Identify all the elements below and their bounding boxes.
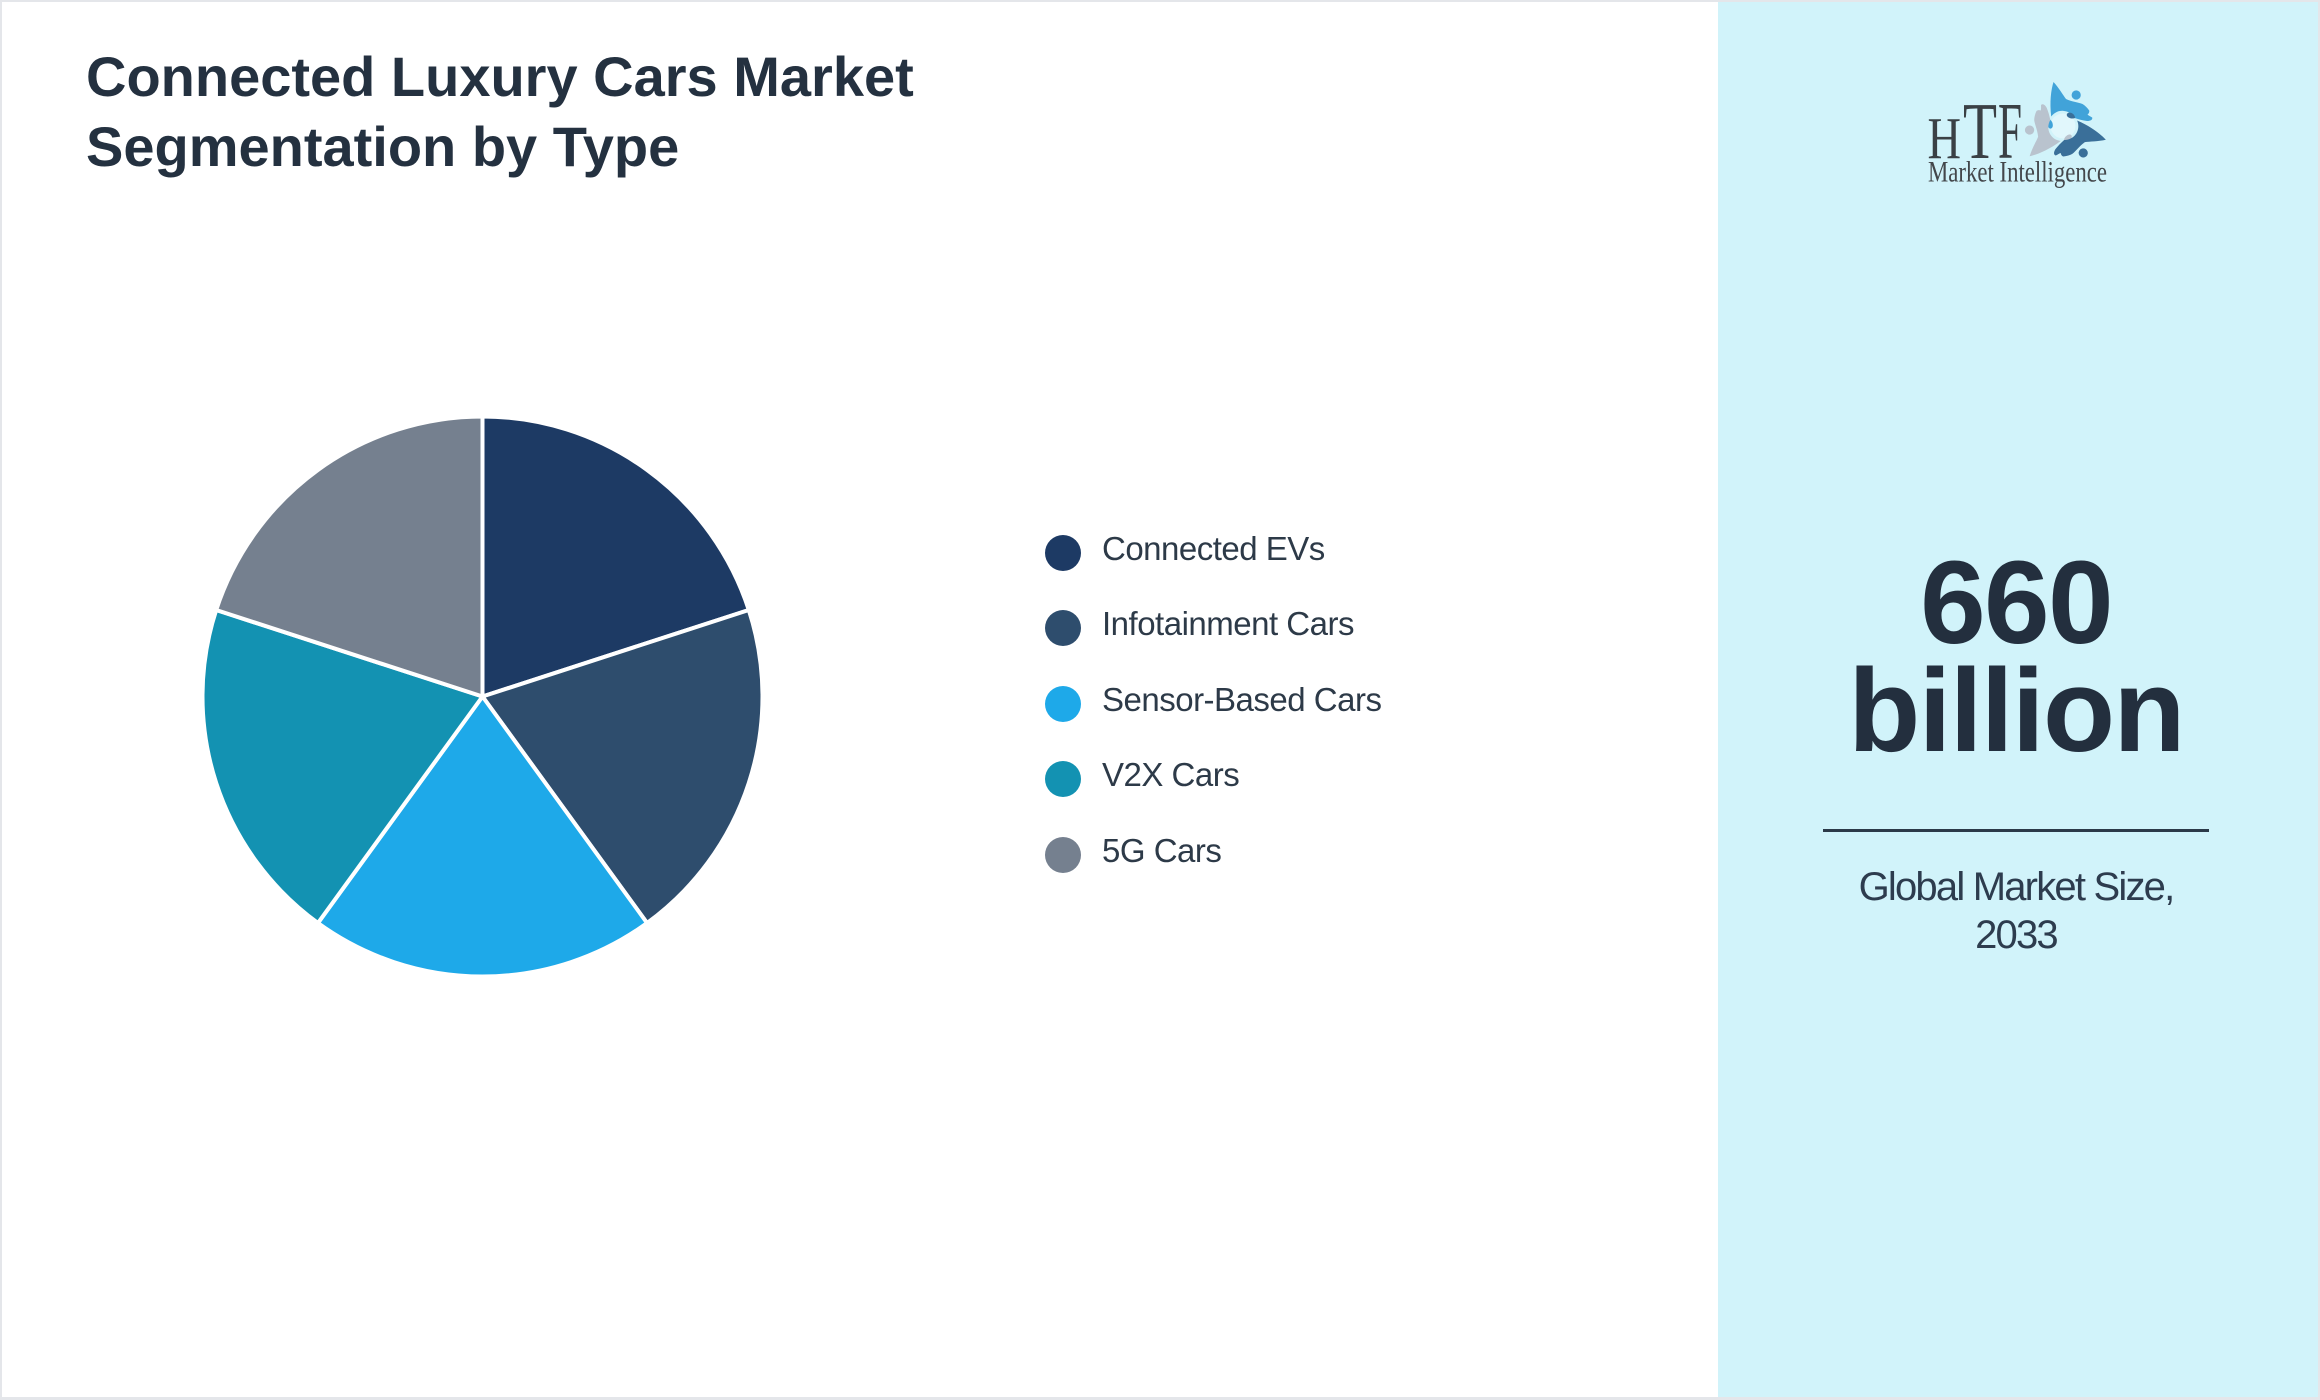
svg-text:F: F [1998,86,2022,176]
svg-text:H: H [1928,105,1962,171]
svg-text:T: T [1963,86,1997,176]
svg-text:Market Intelligence: Market Intelligence [1928,157,2107,189]
